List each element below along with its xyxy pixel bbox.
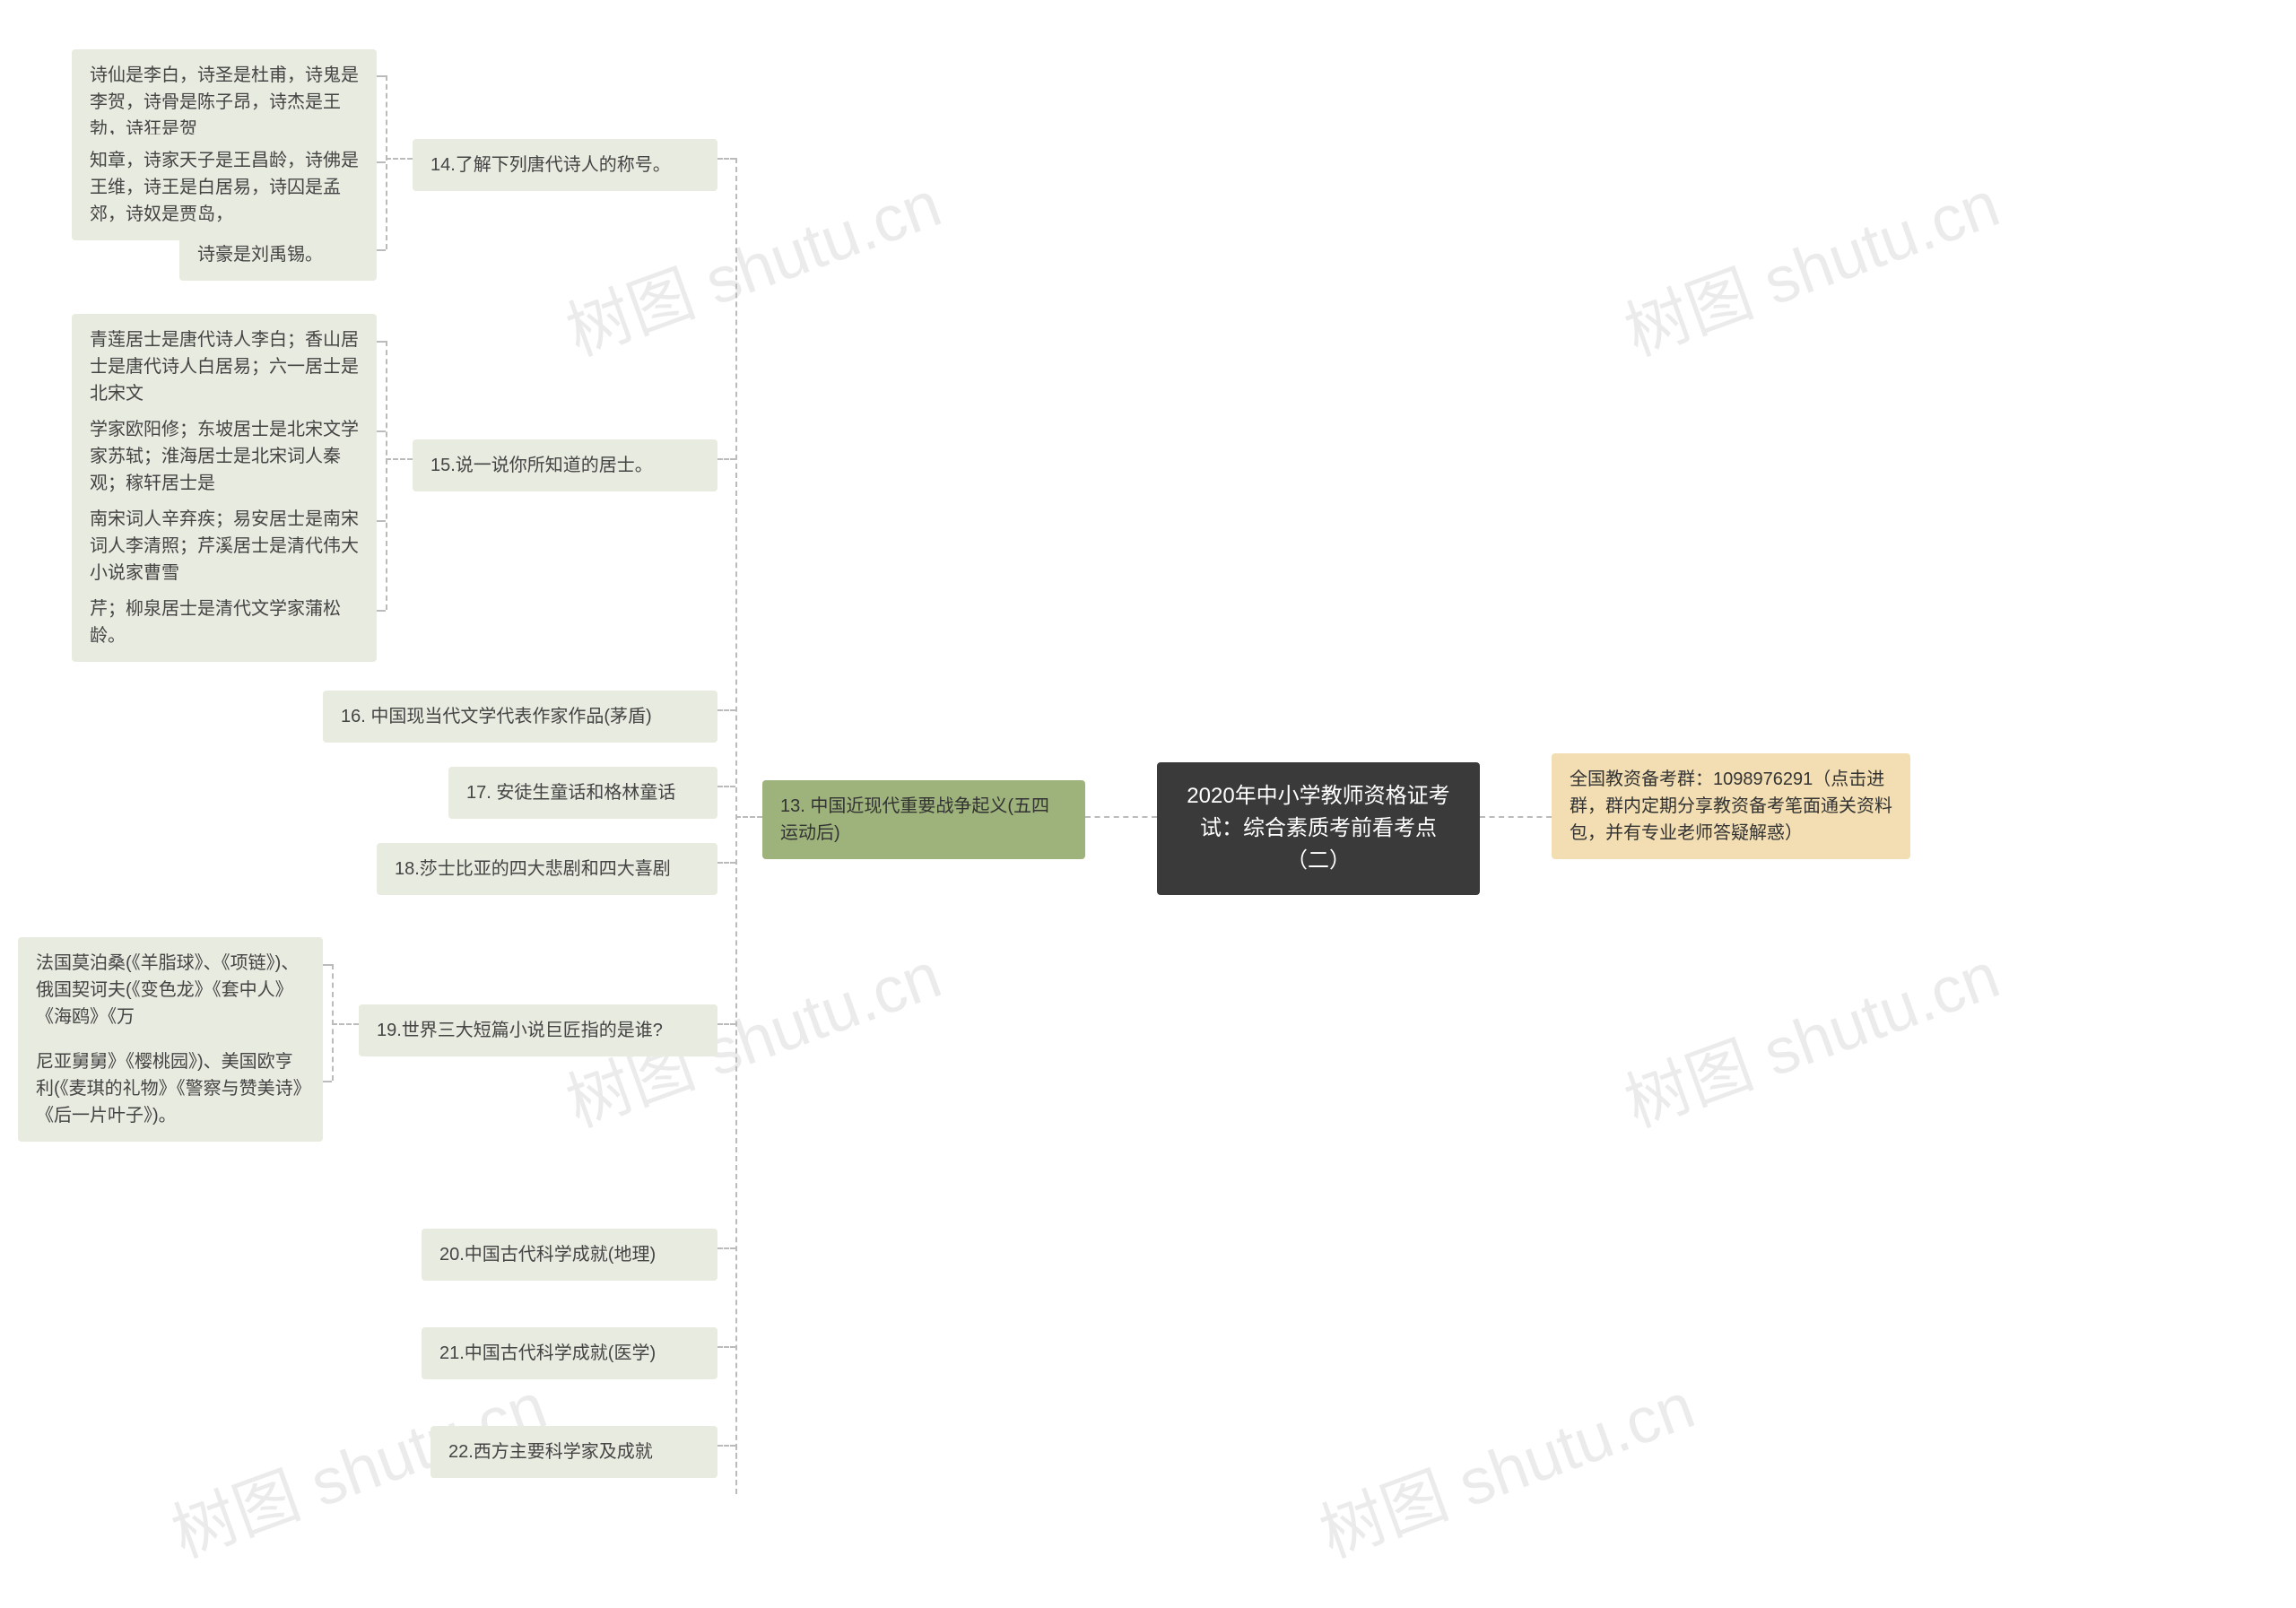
connector bbox=[377, 520, 386, 522]
branch-node-16[interactable]: 16. 中国现当代文学代表作家作品(茅盾) bbox=[323, 691, 718, 743]
connector bbox=[718, 1023, 735, 1025]
connector bbox=[718, 158, 735, 160]
connector bbox=[718, 458, 735, 460]
connector bbox=[735, 816, 762, 818]
connector bbox=[332, 964, 334, 1081]
branch-node-17[interactable]: 17. 安徒生童话和格林童话 bbox=[448, 767, 718, 819]
connector bbox=[377, 430, 386, 432]
connector bbox=[377, 610, 386, 612]
connector bbox=[1480, 816, 1552, 818]
connector bbox=[386, 341, 387, 610]
connector bbox=[718, 1247, 735, 1249]
connector bbox=[323, 1081, 332, 1082]
branch-node-18[interactable]: 18.莎士比亚的四大悲剧和四大喜剧 bbox=[377, 843, 718, 895]
root-node[interactable]: 2020年中小学教师资格证考试：综合素质考前看考点（二） bbox=[1157, 762, 1480, 895]
left-branch-node[interactable]: 13. 中国近现代重要战争起义(五四运动后) bbox=[762, 780, 1085, 859]
connector bbox=[377, 249, 386, 251]
leaf-node: 法国莫泊桑(《羊脂球》、《项链》)、俄国契诃夫(《变色龙》《套中人》《海鸥》《万 bbox=[18, 937, 323, 1043]
branch-node-15[interactable]: 15.说一说你所知道的居士。 bbox=[413, 439, 718, 491]
watermark: 树图 shutu.cn bbox=[1305, 1353, 1705, 1576]
connector bbox=[332, 1023, 359, 1025]
branch-node-20[interactable]: 20.中国古代科学成就(地理) bbox=[422, 1229, 718, 1281]
branch-node-21[interactable]: 21.中国古代科学成就(医学) bbox=[422, 1327, 718, 1379]
watermark: 树图 shutu.cn bbox=[1610, 923, 2010, 1145]
connector bbox=[386, 158, 413, 160]
leaf-node: 诗豪是刘禹锡。 bbox=[179, 229, 377, 281]
connector bbox=[377, 341, 386, 343]
connector bbox=[1085, 816, 1157, 818]
connector bbox=[718, 1346, 735, 1348]
branch-node-22[interactable]: 22.西方主要科学家及成就 bbox=[430, 1426, 718, 1478]
branch-node-14[interactable]: 14.了解下列唐代诗人的称号。 bbox=[413, 139, 718, 191]
branch-node-19[interactable]: 19.世界三大短篇小说巨匠指的是谁? bbox=[359, 1004, 718, 1056]
leaf-node: 芹；柳泉居士是清代文学家蒲松龄。 bbox=[72, 583, 377, 662]
connector bbox=[718, 709, 735, 711]
leaf-node: 知章，诗家天子是王昌龄，诗佛是王维，诗王是白居易，诗囚是孟郊，诗奴是贾岛， bbox=[72, 135, 377, 240]
connector bbox=[377, 161, 386, 163]
watermark: 树图 shutu.cn bbox=[1610, 152, 2010, 374]
connector bbox=[377, 75, 386, 77]
leaf-node: 尼亚舅舅》《樱桃园》)、美国欧亨利(《麦琪的礼物》《警察与赞美诗》《后一片叶子》… bbox=[18, 1036, 323, 1142]
connector bbox=[386, 75, 387, 249]
connector bbox=[718, 862, 735, 864]
connector bbox=[323, 964, 332, 966]
right-branch-node[interactable]: 全国教资备考群：1098976291（点击进群，群内定期分享教资备考笔面通关资料… bbox=[1552, 753, 1910, 859]
connector bbox=[386, 458, 413, 460]
connector bbox=[718, 786, 735, 787]
connector bbox=[718, 1445, 735, 1447]
connector bbox=[735, 158, 737, 1494]
connector bbox=[735, 1445, 737, 1494]
